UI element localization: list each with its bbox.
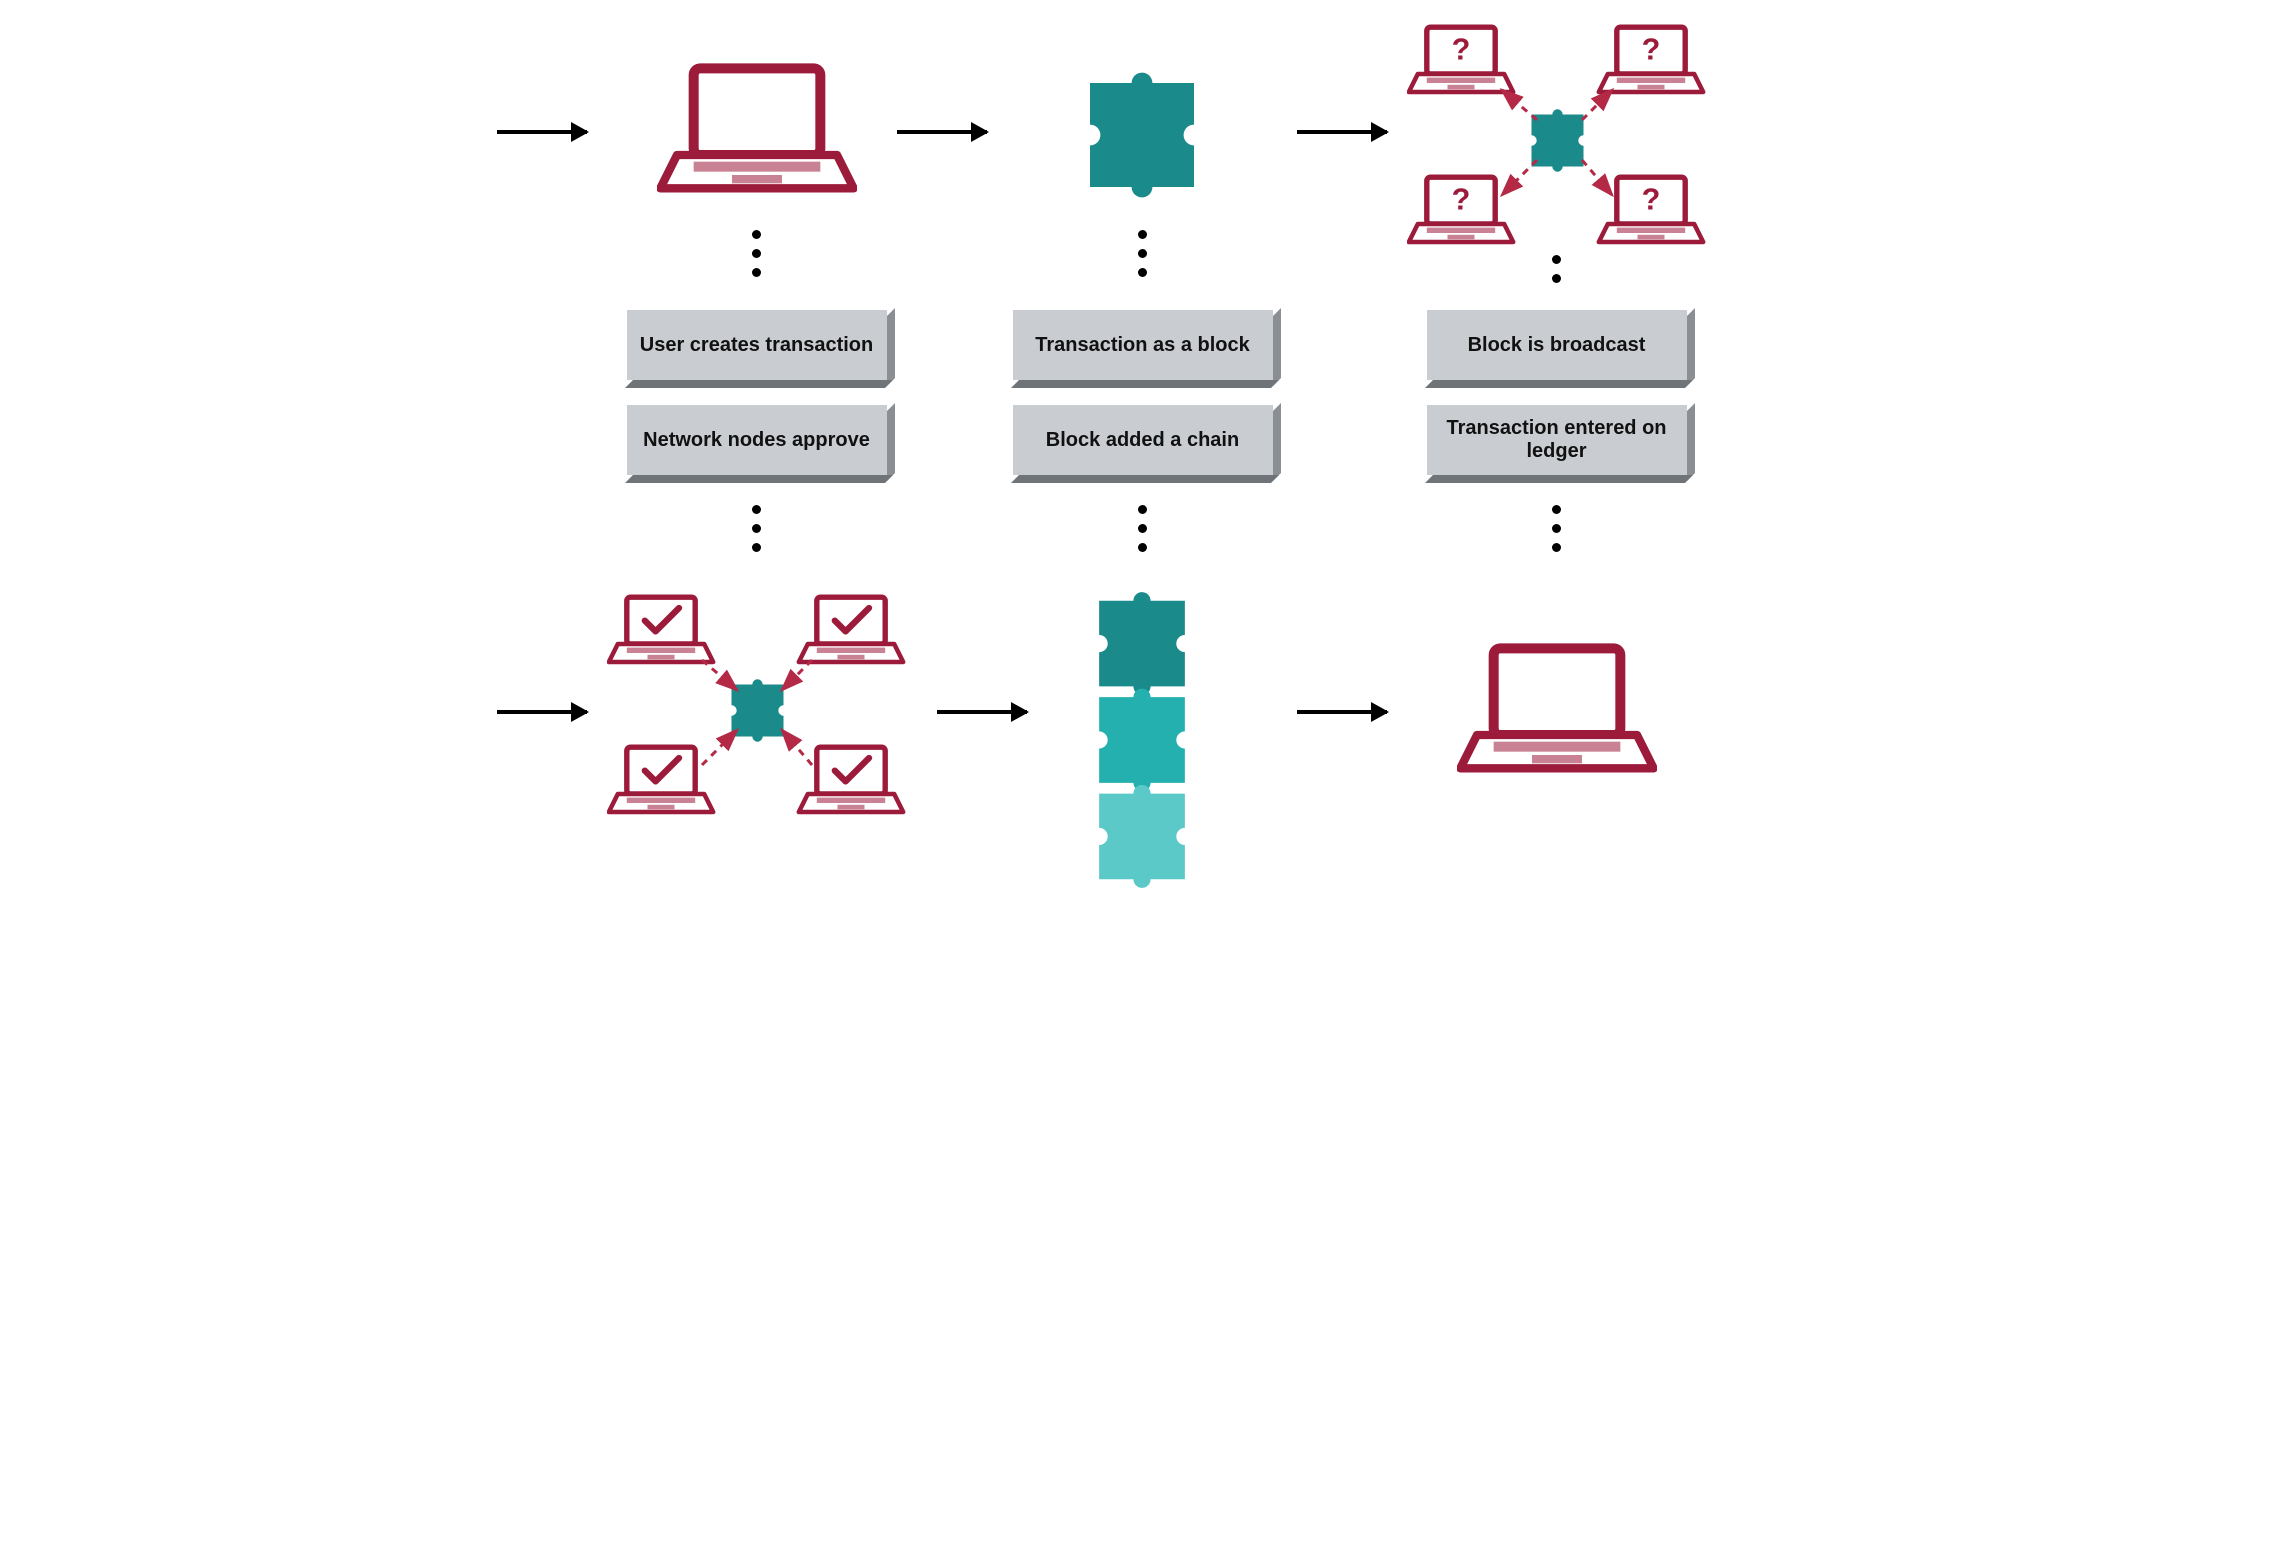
label-text: User creates transaction — [627, 310, 887, 380]
label-text: Block added a chain — [1013, 405, 1273, 475]
label-step4: Network nodes approve — [627, 405, 887, 475]
arrow-bottom-2 — [937, 710, 1027, 714]
step3-icon-network-question — [1407, 20, 1707, 265]
label-step2: Transaction as a block — [1013, 310, 1273, 380]
label-text: Transaction entered on ledger — [1427, 405, 1687, 475]
arrow-bottom-1 — [497, 710, 587, 714]
arrow-top-2 — [897, 130, 987, 134]
label-text: Block is broadcast — [1427, 310, 1687, 380]
step5-icon-puzzle-chain — [1087, 590, 1197, 895]
vdots — [749, 230, 765, 277]
blockchain-flow-diagram: ? User creates transaction — [497, 30, 1777, 910]
step6-icon-laptop — [1457, 630, 1657, 795]
step1-icon-laptop — [657, 50, 857, 215]
label-step1: User creates transaction — [627, 310, 887, 380]
label-step3: Block is broadcast — [1427, 310, 1687, 380]
label-text: Transaction as a block — [1013, 310, 1273, 380]
label-text: Network nodes approve — [627, 405, 887, 475]
vdots — [749, 505, 765, 552]
arrow-bottom-3 — [1297, 710, 1387, 714]
vdots — [1549, 255, 1565, 283]
step4-icon-network-check — [607, 590, 907, 835]
label-step5: Block added a chain — [1013, 405, 1273, 475]
label-step6: Transaction entered on ledger — [1427, 405, 1687, 475]
vdots — [1135, 230, 1151, 277]
arrow-top-1 — [497, 130, 587, 134]
step2-icon-puzzle — [1077, 70, 1207, 205]
vdots — [1135, 505, 1151, 552]
arrow-top-3 — [1297, 130, 1387, 134]
vdots — [1549, 505, 1565, 552]
